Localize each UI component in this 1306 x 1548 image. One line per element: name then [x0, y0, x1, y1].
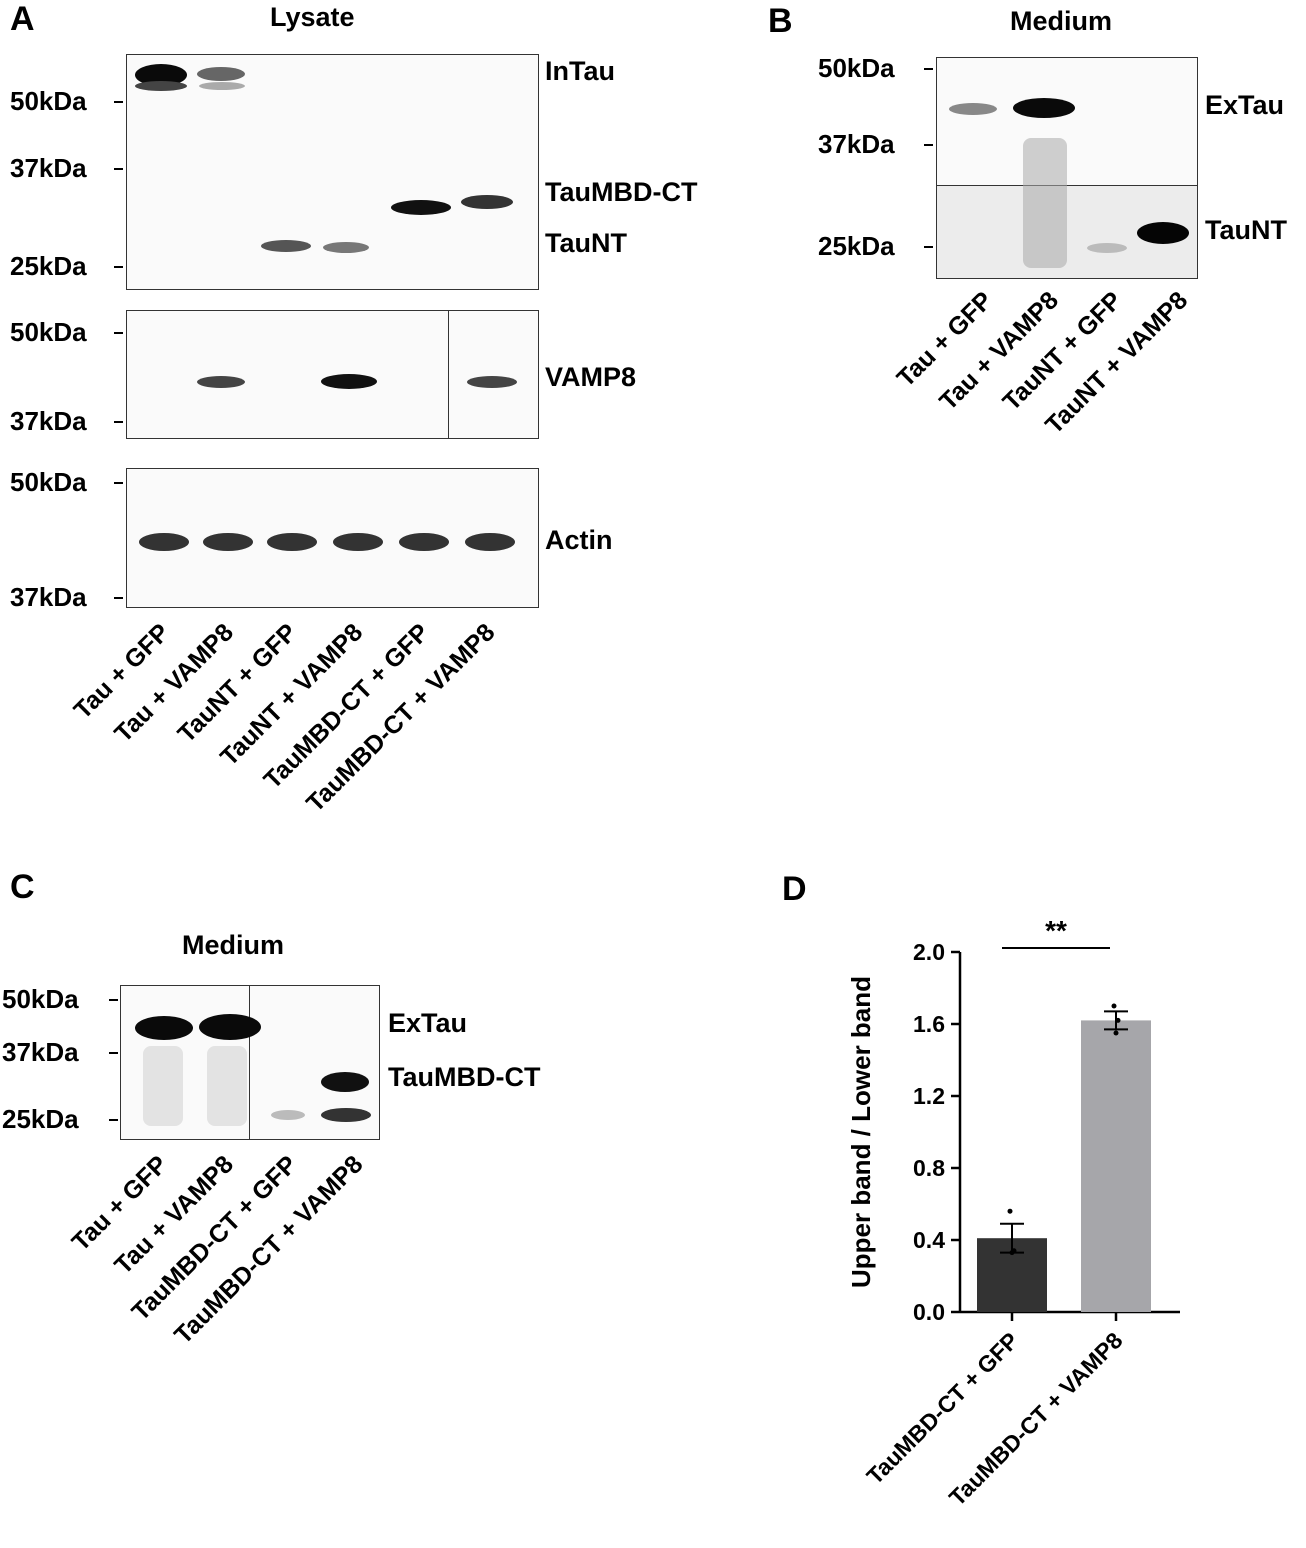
mw-b-25: 25kDa: [818, 231, 895, 261]
band-intau-lane2-lower: [199, 82, 245, 90]
splice-line-c: [249, 986, 250, 1139]
data-point: [1113, 1030, 1119, 1036]
blot-a-vamp8: [126, 310, 539, 439]
tick-a3-37: [114, 597, 123, 599]
label-taumbd-ct: TauMBD-CT: [545, 177, 698, 207]
label-intau: InTau: [545, 56, 615, 86]
mw-c-25: 25kDa: [2, 1104, 79, 1134]
tick-c-25: [109, 1119, 118, 1121]
band-extau-lane2: [1013, 98, 1075, 118]
tick-a1-25: [114, 266, 123, 268]
band-actin-lane3: [267, 533, 317, 551]
label-c-extau: ExTau: [388, 1008, 468, 1038]
label-actin: Actin: [545, 525, 613, 555]
band-taunt-lane4: [323, 242, 369, 253]
label-vamp8: VAMP8: [545, 362, 637, 392]
mw-b-50: 50kDa: [818, 53, 895, 83]
tick-b-37: [924, 144, 933, 146]
band-taumbd-lane5: [391, 200, 451, 215]
tick-b-50: [924, 68, 933, 70]
mw-a3-37: 37kDa: [10, 582, 87, 612]
label-taunt: TauNT: [545, 228, 627, 258]
panel-a-title: Lysate: [270, 2, 355, 32]
data-point: [1111, 1003, 1117, 1009]
tick-c-37: [109, 1052, 118, 1054]
data-point: [1115, 1017, 1121, 1023]
band-extau-lane1: [949, 103, 997, 115]
y-tick-label: 0.0: [913, 1299, 945, 1325]
label-b-taunt: TauNT: [1205, 215, 1287, 245]
band-actin-lane1: [139, 533, 189, 551]
panel-letter-d: D: [782, 870, 807, 908]
band-vamp8-lane6: [467, 376, 517, 388]
band-vamp8-lane2: [197, 376, 245, 388]
band-c-extau-lane1: [135, 1016, 193, 1040]
smear-c-lane2: [207, 1046, 247, 1126]
mw-b-37: 37kDa: [818, 129, 895, 159]
tick-a1-37: [114, 168, 123, 170]
mw-a1-25: 25kDa: [10, 251, 87, 281]
tick-a3-50: [114, 482, 123, 484]
tick-a1-50: [114, 101, 123, 103]
band-actin-lane4: [333, 533, 383, 551]
band-taunt-b-lane3: [1087, 243, 1127, 253]
band-actin-lane6: [465, 533, 515, 551]
band-actin-lane2: [203, 533, 253, 551]
blot-c-medium: [120, 985, 380, 1140]
panel-b-title: Medium: [1010, 6, 1113, 36]
tick-a2-50: [114, 332, 123, 334]
panel-letter-a: A: [10, 0, 35, 38]
data-point: [1007, 1208, 1013, 1214]
label-c-taumbd-ct: TauMBD-CT: [388, 1062, 541, 1092]
y-tick-label: 2.0: [913, 939, 945, 965]
data-point: [1011, 1248, 1017, 1254]
band-intau-lane1-lower: [135, 81, 187, 91]
y-tick-label: 0.4: [913, 1227, 945, 1253]
bar-2: [1081, 1020, 1151, 1312]
band-actin-lane5: [399, 533, 449, 551]
mw-c-50: 50kDa: [2, 984, 79, 1014]
blot-a-actin: [126, 468, 539, 608]
tick-a2-37: [114, 421, 123, 423]
mw-a2-50: 50kDa: [10, 317, 87, 347]
y-axis-label: Upper band / Lower band: [846, 976, 876, 1288]
band-intau-lane1: [135, 64, 187, 86]
tick-b-25: [924, 246, 933, 248]
smear-c-lane1: [143, 1046, 183, 1126]
splice-line: [448, 311, 449, 438]
label-b-extau: ExTau: [1205, 90, 1285, 120]
band-c-taumbd-lane4: [321, 1072, 369, 1092]
band-c-lower-lane4: [321, 1108, 371, 1122]
mw-a1-50: 50kDa: [10, 86, 87, 116]
y-tick-label: 1.2: [913, 1083, 945, 1109]
mw-c-37: 37kDa: [2, 1037, 79, 1067]
panel-letter-c: C: [10, 868, 35, 906]
bar-chart-d: Upper band / Lower band 0.0 0.4 0.8 1.2 1.6 2…: [846, 915, 1180, 1511]
tick-c-50: [109, 999, 118, 1001]
band-vamp8-lane4: [321, 374, 377, 389]
smear-lane2: [1023, 138, 1067, 268]
y-tick-label: 1.6: [913, 1011, 945, 1037]
band-intau-lane2: [197, 67, 245, 81]
band-c-lower-lane3: [271, 1110, 305, 1120]
mw-a3-50: 50kDa: [10, 467, 87, 497]
band-taunt-b-lane4: [1137, 222, 1189, 244]
band-c-extau-lane2: [199, 1014, 261, 1040]
mw-a2-37: 37kDa: [10, 406, 87, 436]
y-tick-label: 0.8: [913, 1155, 945, 1181]
splice-line-h: [937, 185, 1197, 186]
x-tick-label: TauMBD-CT + VAMP8: [944, 1327, 1128, 1511]
panel-c-title: Medium: [182, 930, 285, 960]
band-taumbd-lane6: [461, 195, 513, 209]
band-taunt-lane3: [261, 240, 311, 252]
panel-letter-b: B: [768, 2, 793, 40]
significance-stars: **: [1045, 915, 1067, 946]
blot-b-medium: [936, 57, 1198, 279]
mw-a1-37: 37kDa: [10, 153, 87, 183]
blot-a-tau: [126, 54, 539, 290]
